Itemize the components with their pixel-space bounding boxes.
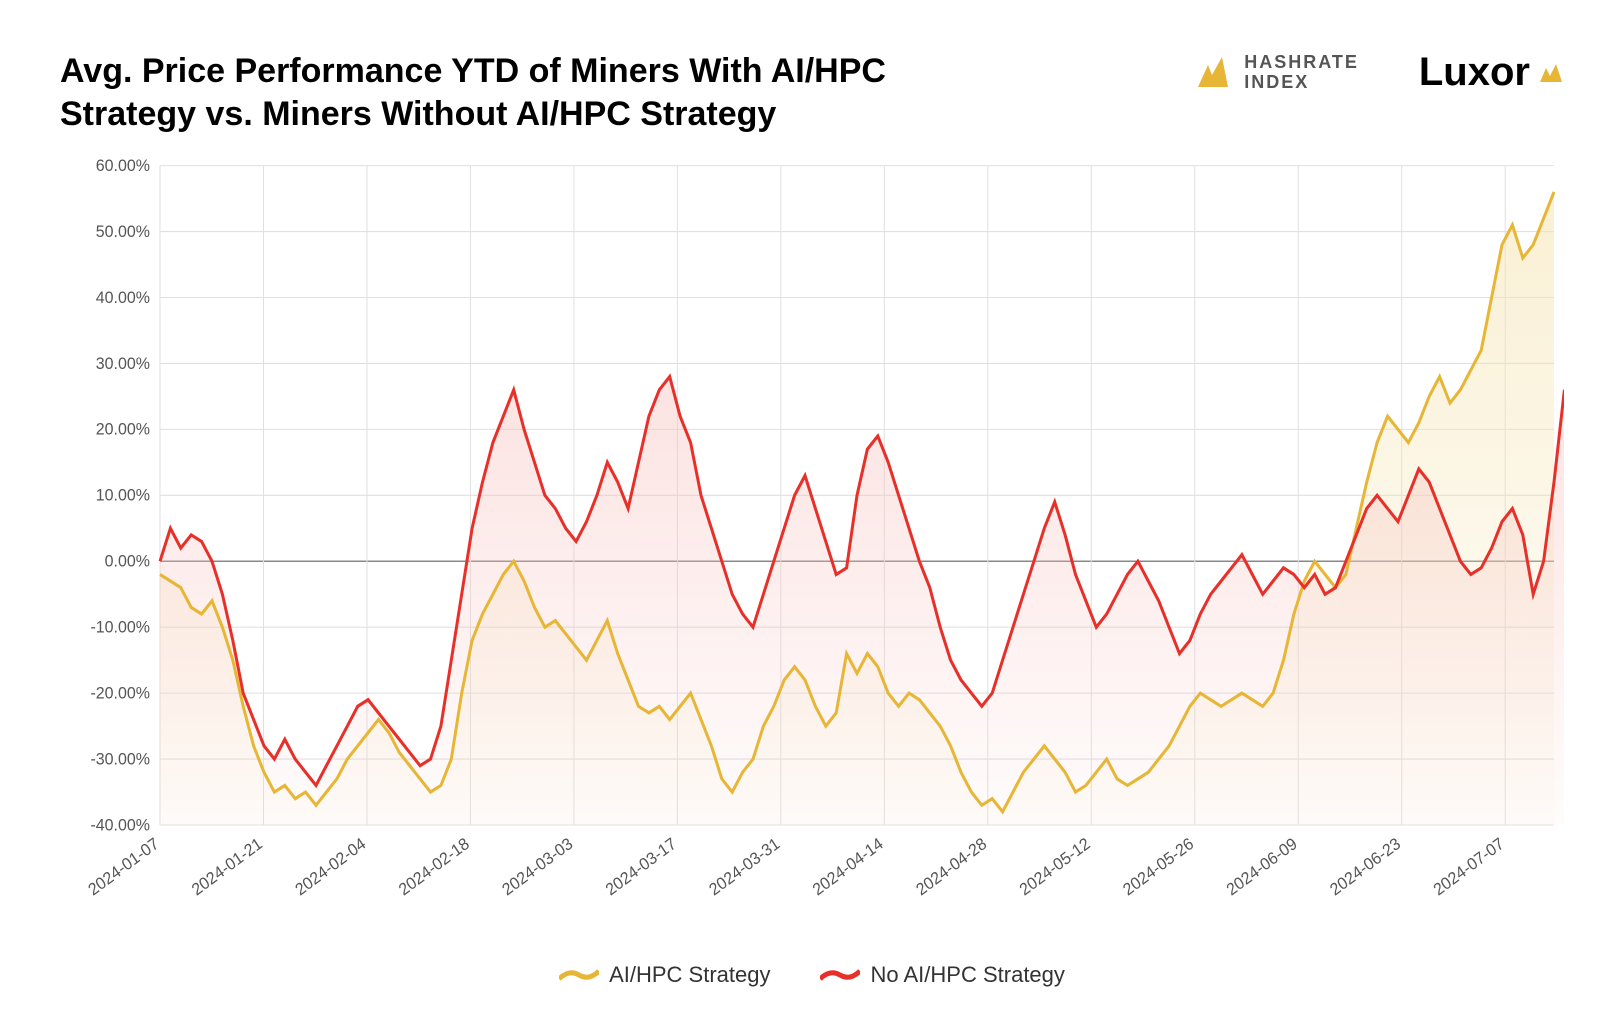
x-axis-label: 2024-01-07 bbox=[85, 834, 162, 899]
chart-legend: AI/HPC Strategy No AI/HPC Strategy bbox=[60, 942, 1564, 988]
hashrate-text-1: HASHRATE bbox=[1244, 53, 1359, 73]
y-axis-label: -40.00% bbox=[90, 816, 150, 835]
hashrate-index-icon bbox=[1192, 53, 1232, 93]
series-area bbox=[160, 377, 1564, 825]
chart-header: Avg. Price Performance YTD of Miners Wit… bbox=[60, 50, 1564, 135]
luxor-label: Luxor bbox=[1419, 50, 1530, 95]
y-axis-label: 60.00% bbox=[96, 157, 151, 176]
x-axis-label: 2024-05-26 bbox=[1120, 834, 1197, 899]
brand-logos: HASHRATE INDEX Luxor bbox=[1192, 50, 1564, 95]
x-axis-label: 2024-06-23 bbox=[1327, 834, 1404, 899]
x-axis-label: 2024-03-31 bbox=[706, 834, 783, 899]
x-axis-label: 2024-06-09 bbox=[1223, 834, 1300, 899]
legend-label: AI/HPC Strategy bbox=[609, 962, 770, 988]
y-axis-label: -30.00% bbox=[90, 750, 150, 769]
y-axis-label: 20.00% bbox=[96, 420, 151, 439]
legend-item-aihpc: AI/HPC Strategy bbox=[559, 962, 770, 988]
x-axis-label: 2024-04-28 bbox=[913, 834, 990, 899]
chart-area: -40.00% -30.00% -20.00% -10.00% 0.00% 10.00% 2… bbox=[60, 155, 1564, 942]
y-axis-label: 30.00% bbox=[96, 354, 151, 373]
x-axis-label: 2024-03-03 bbox=[499, 834, 576, 899]
x-axis-label: 2024-07-07 bbox=[1430, 834, 1507, 899]
x-axis-label: 2024-02-18 bbox=[396, 834, 473, 899]
brand-hashrate-index: HASHRATE INDEX bbox=[1192, 53, 1359, 93]
x-axis-label: 2024-02-04 bbox=[292, 834, 369, 899]
x-axis-label: 2024-01-21 bbox=[189, 834, 266, 899]
y-axis-label: 50.00% bbox=[96, 222, 151, 241]
y-axis-label: 40.00% bbox=[96, 288, 151, 307]
legend-swatch-icon bbox=[820, 967, 860, 983]
luxor-icon bbox=[1538, 60, 1564, 86]
hashrate-index-label: HASHRATE INDEX bbox=[1244, 53, 1359, 93]
legend-label: No AI/HPC Strategy bbox=[870, 962, 1064, 988]
x-axis-label: 2024-05-12 bbox=[1017, 834, 1094, 899]
chart-title: Avg. Price Performance YTD of Miners Wit… bbox=[60, 50, 1010, 135]
line-chart: -40.00% -30.00% -20.00% -10.00% 0.00% 10.00% 2… bbox=[60, 155, 1564, 942]
x-axis-label: 2024-03-17 bbox=[603, 834, 680, 899]
legend-item-noaihpc: No AI/HPC Strategy bbox=[820, 962, 1064, 988]
x-axis-label: 2024-04-14 bbox=[810, 834, 887, 899]
legend-swatch-icon bbox=[559, 967, 599, 983]
y-axis-label: -20.00% bbox=[90, 684, 150, 703]
hashrate-text-2: INDEX bbox=[1244, 73, 1359, 93]
y-axis-label: 10.00% bbox=[96, 486, 151, 505]
y-axis-label: 0.00% bbox=[105, 552, 151, 571]
brand-luxor: Luxor bbox=[1419, 50, 1564, 95]
y-axis-label: -10.00% bbox=[90, 618, 150, 637]
